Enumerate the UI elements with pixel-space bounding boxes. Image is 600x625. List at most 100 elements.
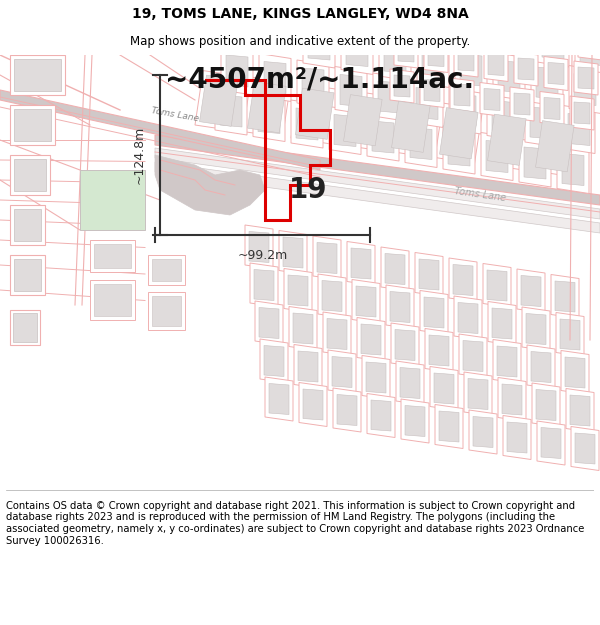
Polygon shape — [284, 269, 312, 312]
Polygon shape — [13, 313, 37, 342]
Polygon shape — [425, 329, 453, 372]
Polygon shape — [340, 74, 362, 106]
Polygon shape — [443, 126, 475, 174]
Polygon shape — [435, 103, 482, 163]
Polygon shape — [459, 334, 487, 378]
Polygon shape — [264, 61, 286, 94]
Polygon shape — [344, 94, 382, 146]
Polygon shape — [498, 378, 526, 421]
Polygon shape — [537, 19, 569, 67]
Polygon shape — [531, 59, 563, 107]
Polygon shape — [537, 421, 565, 465]
Polygon shape — [480, 82, 504, 116]
Polygon shape — [378, 81, 400, 113]
Polygon shape — [279, 231, 307, 274]
Polygon shape — [454, 296, 482, 340]
Polygon shape — [519, 139, 551, 187]
Polygon shape — [488, 114, 526, 166]
Polygon shape — [460, 54, 482, 86]
Polygon shape — [221, 47, 253, 95]
Polygon shape — [483, 109, 530, 170]
Polygon shape — [536, 389, 556, 421]
Polygon shape — [569, 66, 600, 114]
Polygon shape — [392, 101, 430, 152]
Polygon shape — [155, 162, 600, 233]
Polygon shape — [152, 259, 181, 281]
Polygon shape — [303, 389, 323, 420]
Polygon shape — [328, 350, 356, 394]
Polygon shape — [264, 346, 284, 376]
Polygon shape — [318, 274, 346, 318]
Polygon shape — [347, 241, 375, 286]
Polygon shape — [371, 400, 391, 431]
Text: Toms Lane: Toms Lane — [454, 186, 506, 204]
Polygon shape — [455, 46, 487, 94]
Polygon shape — [250, 263, 278, 307]
Polygon shape — [155, 135, 600, 205]
Polygon shape — [578, 67, 594, 89]
Polygon shape — [575, 26, 600, 74]
Polygon shape — [249, 231, 269, 262]
Polygon shape — [411, 79, 443, 128]
Polygon shape — [367, 113, 399, 161]
Text: Contains OS data © Crown copyright and database right 2021. This information is : Contains OS data © Crown copyright and d… — [6, 501, 584, 546]
Polygon shape — [540, 91, 564, 126]
Polygon shape — [291, 84, 338, 144]
Polygon shape — [557, 146, 589, 194]
Polygon shape — [245, 225, 273, 269]
Polygon shape — [94, 284, 131, 316]
Polygon shape — [429, 335, 449, 366]
Text: 19: 19 — [289, 176, 327, 204]
Polygon shape — [582, 32, 598, 54]
Polygon shape — [566, 389, 594, 432]
Polygon shape — [568, 114, 590, 146]
Polygon shape — [394, 75, 410, 97]
Polygon shape — [487, 270, 507, 301]
Polygon shape — [367, 394, 395, 438]
Polygon shape — [428, 44, 444, 66]
Polygon shape — [484, 48, 508, 81]
Polygon shape — [391, 323, 419, 367]
Polygon shape — [473, 416, 493, 447]
Polygon shape — [14, 159, 46, 191]
Polygon shape — [357, 318, 385, 361]
Polygon shape — [258, 101, 280, 134]
Polygon shape — [334, 114, 356, 146]
Polygon shape — [288, 275, 308, 306]
Polygon shape — [10, 155, 50, 195]
Polygon shape — [536, 121, 574, 172]
Polygon shape — [468, 379, 488, 409]
Polygon shape — [454, 84, 470, 106]
Polygon shape — [507, 422, 527, 453]
Polygon shape — [435, 404, 463, 449]
Polygon shape — [302, 68, 324, 100]
Polygon shape — [561, 351, 589, 394]
Polygon shape — [155, 148, 600, 219]
Polygon shape — [293, 313, 313, 344]
Polygon shape — [372, 121, 394, 153]
Polygon shape — [548, 62, 564, 84]
Polygon shape — [458, 302, 478, 334]
Polygon shape — [531, 116, 578, 176]
Polygon shape — [308, 28, 330, 60]
Polygon shape — [401, 399, 429, 443]
Polygon shape — [322, 281, 342, 311]
Polygon shape — [544, 98, 560, 119]
Polygon shape — [0, 90, 320, 170]
Polygon shape — [483, 264, 511, 308]
Polygon shape — [248, 82, 286, 133]
Polygon shape — [341, 26, 373, 74]
Polygon shape — [226, 55, 248, 87]
Polygon shape — [269, 384, 289, 414]
Polygon shape — [387, 97, 434, 157]
Polygon shape — [430, 366, 458, 411]
Polygon shape — [464, 372, 492, 416]
Polygon shape — [521, 276, 541, 306]
Polygon shape — [366, 362, 386, 393]
Polygon shape — [518, 58, 534, 80]
Polygon shape — [155, 155, 265, 215]
Polygon shape — [525, 99, 557, 147]
Polygon shape — [283, 237, 303, 268]
Polygon shape — [323, 312, 351, 356]
Polygon shape — [215, 87, 247, 135]
